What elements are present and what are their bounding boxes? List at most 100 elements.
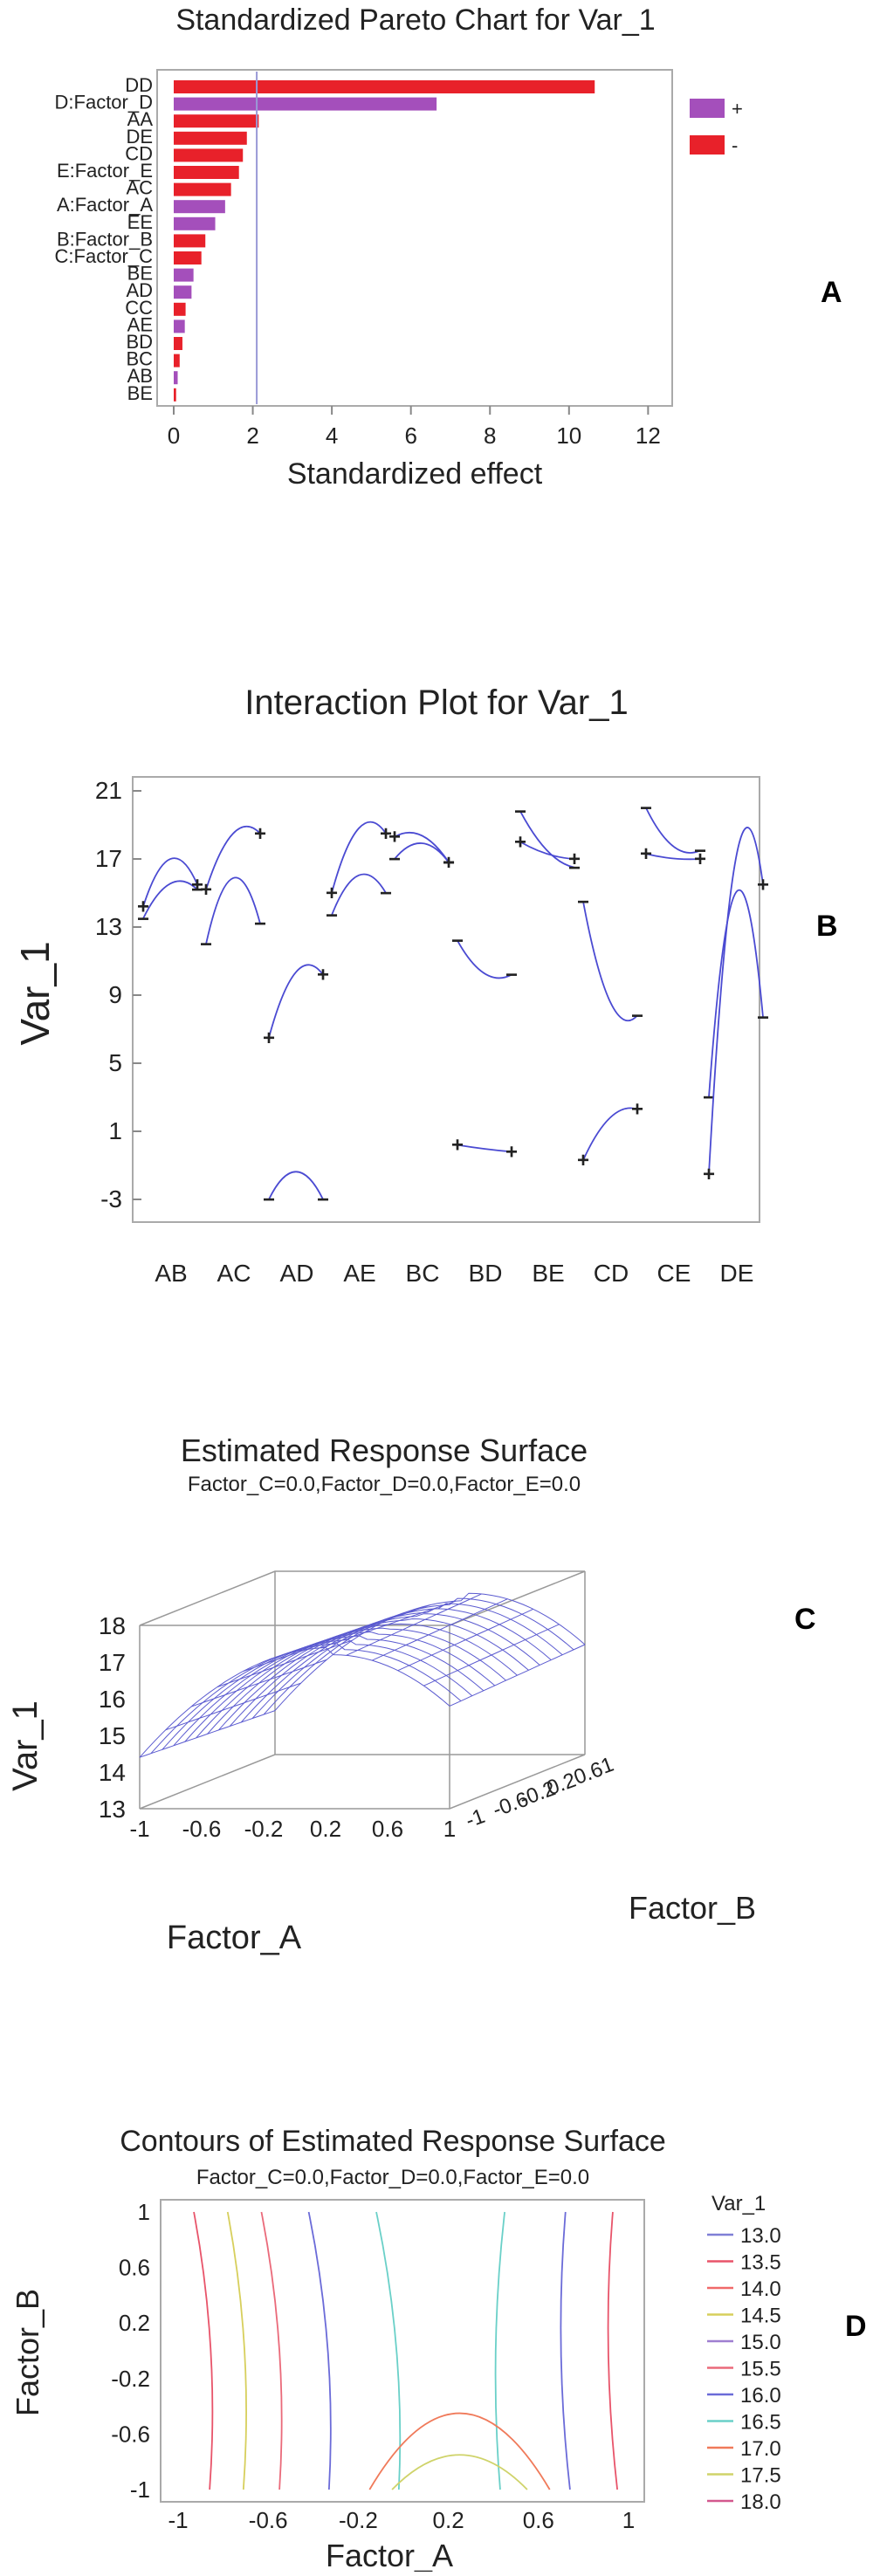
- interaction-line-plus: [142, 857, 198, 907]
- contour-line: [494, 2211, 505, 2490]
- interaction-marker-minus: −: [326, 903, 338, 927]
- legend-minus-swatch: [690, 135, 725, 155]
- interaction-line-minus: [205, 876, 261, 945]
- interaction-marker-minus: −: [451, 930, 464, 953]
- contour-xtick-label: -0.2: [339, 2507, 378, 2533]
- pareto-bar: [174, 80, 595, 93]
- pareto-bar: [174, 234, 206, 248]
- pareto-category-label: AE: [127, 313, 153, 335]
- pareto-bar: [174, 148, 244, 162]
- interaction-marker-minus: −: [254, 912, 266, 936]
- contour-panel: Contours of Estimated Response Surface F…: [0, 2104, 873, 2573]
- interaction-line-plus: [645, 853, 701, 861]
- legend-minus-label: -: [732, 134, 738, 156]
- interaction-marker-plus: +: [443, 851, 455, 875]
- interaction-line-minus: [519, 810, 575, 869]
- interaction-line-minus: [142, 880, 198, 919]
- interaction-marker-minus: −: [263, 1188, 275, 1212]
- pareto-category-label: BE: [127, 382, 153, 404]
- surface-mesh-line: [268, 1612, 405, 1660]
- contour-plot-frame: [160, 2199, 645, 2503]
- contour-legend-label: 15.0: [740, 2331, 781, 2354]
- pareto-xtick-label: 10: [556, 422, 581, 449]
- contour-legend-label: 18.0: [740, 2490, 781, 2514]
- surface-xtick-label: -1: [129, 1816, 149, 1842]
- pareto-bar: [174, 166, 239, 179]
- contour-legend-label: 13.0: [740, 2224, 781, 2248]
- pareto-category-label: DD: [125, 74, 153, 96]
- interaction-category-label: BC: [406, 1260, 440, 1287]
- interaction-category-label: BD: [469, 1260, 503, 1287]
- interaction-marker-minus: −: [137, 907, 149, 931]
- interaction-marker-plus: +: [577, 1149, 589, 1172]
- contour-legend-title: Var_1: [711, 2192, 766, 2215]
- interaction-marker-minus: −: [388, 848, 401, 871]
- pareto-xtick-label: 8: [484, 422, 496, 449]
- contour-legend-label: 17.0: [740, 2437, 781, 2461]
- contour-xtick-label: 1: [622, 2507, 635, 2533]
- interaction-category-label: CE: [657, 1260, 691, 1287]
- surface-mesh-line: [251, 1603, 563, 1719]
- pareto-bar: [174, 131, 247, 145]
- surface-zlabel: Var_1: [6, 1700, 45, 1791]
- interaction-line-plus: [708, 827, 764, 1174]
- pareto-category-label: E:Factor_E: [57, 160, 153, 182]
- contour-ylabel: Factor_B: [10, 2289, 45, 2416]
- contour-subtitle: Factor_C=0.0,Factor_D=0.0,Factor_E=0.0: [196, 2166, 589, 2189]
- interaction-category-label: AB: [155, 1260, 187, 1287]
- contour-line: [375, 2211, 402, 2490]
- pareto-category-label: CC: [125, 297, 153, 319]
- interaction-line-minus: [645, 807, 701, 854]
- pareto-category-label: AD: [126, 279, 153, 301]
- surface-ztick-label: 18: [99, 1612, 126, 1639]
- surface-title: Estimated Response Surface: [181, 1432, 588, 1468]
- pareto-category-label: B:Factor_B: [57, 228, 153, 250]
- contour-ytick-label: -0.2: [111, 2366, 150, 2392]
- interaction-line-plus: [394, 831, 450, 863]
- surface-mesh-line: [165, 1682, 301, 1731]
- interaction-marker-plus: +: [317, 964, 329, 987]
- contour-legend-label: 14.5: [740, 2305, 781, 2328]
- interaction-marker-minus: −: [757, 1006, 769, 1029]
- pareto-category-label: BC: [126, 348, 153, 370]
- pareto-chart: Standardized Pareto Chart for Var_1 DDD:…: [55, 3, 743, 491]
- surface-mesh-line: [139, 1710, 276, 1758]
- pareto-category-label: D:Factor_D: [55, 92, 153, 113]
- pareto-category-label: BD: [126, 331, 153, 353]
- pareto-bar: [174, 371, 178, 385]
- pareto-bar: [174, 354, 180, 368]
- interaction-marker-plus: +: [191, 873, 203, 896]
- interaction-marker-minus: −: [577, 890, 589, 914]
- pareto-xtick-label: 0: [168, 422, 180, 449]
- surface-mesh-line: [217, 1639, 353, 1688]
- contour-line: [307, 2211, 332, 2490]
- pareto-category-label: C:Factor_C: [55, 245, 154, 267]
- surface-xtick-label: 0.2: [310, 1816, 341, 1842]
- interaction-plot-frame: [132, 776, 760, 1223]
- surface-xtick-label: 1: [443, 1816, 456, 1842]
- pareto-bar: [174, 251, 202, 264]
- panel-letter-b: B: [816, 910, 838, 943]
- interaction-category-label: DE: [720, 1260, 754, 1287]
- interaction-marker-plus: +: [703, 1163, 715, 1186]
- interaction-line-plus: [582, 1107, 638, 1161]
- pareto-bar: [174, 337, 182, 350]
- pareto-xtick-label: 4: [326, 422, 338, 449]
- interaction-marker-minus: −: [640, 797, 652, 821]
- pareto-category-label: AA: [127, 108, 154, 130]
- interaction-category-label: AE: [343, 1260, 375, 1287]
- surface-mesh-line: [294, 1604, 430, 1652]
- pareto-xtick-label: 2: [246, 422, 258, 449]
- interaction-marker-plus: +: [254, 822, 266, 846]
- interaction-marker-plus: +: [137, 896, 149, 919]
- contour-legend-label: 16.0: [740, 2384, 781, 2408]
- interaction-line-plus: [519, 841, 575, 860]
- interaction-line-minus: [394, 842, 450, 863]
- surface-mesh-line: [346, 1593, 482, 1656]
- panel-letter-d: D: [845, 2310, 867, 2343]
- interaction-marker-minus: −: [631, 1004, 643, 1027]
- interaction-line-plus: [268, 964, 324, 1038]
- contour-ytick-label: 0.6: [119, 2255, 150, 2281]
- contour-title: Contours of Estimated Response Surface: [120, 2125, 666, 2158]
- interaction-line-minus: [268, 1171, 324, 1200]
